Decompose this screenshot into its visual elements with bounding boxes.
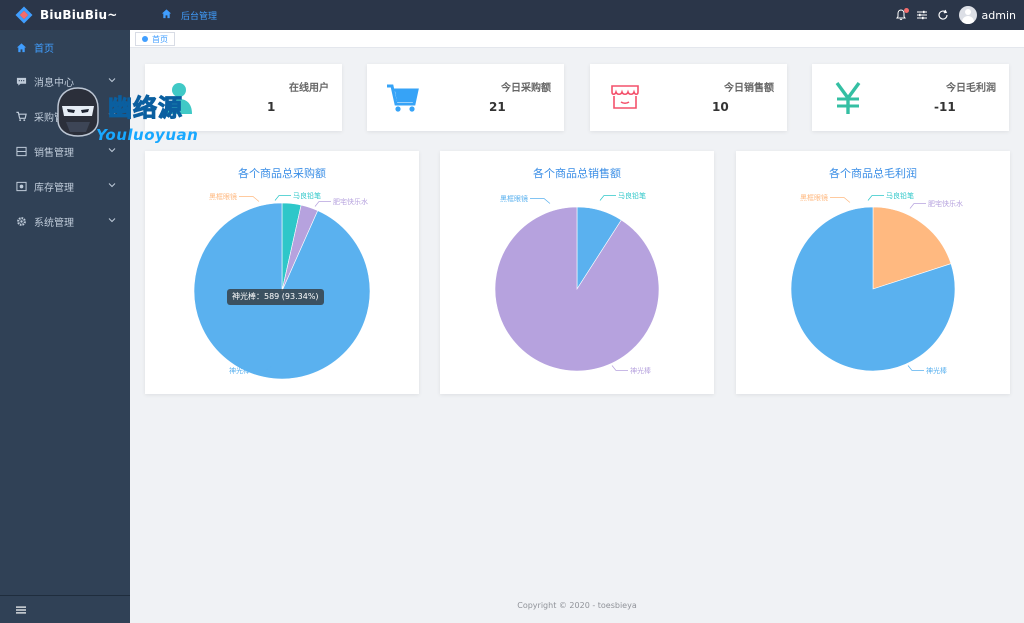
yen-icon	[830, 80, 866, 116]
pie-label: 黑框眼镜	[209, 192, 237, 201]
pie-label: 马良铅笔	[886, 191, 914, 200]
stat-card-profit[interactable]: 今日毛利润 -11	[812, 64, 1009, 131]
settings-sliders-icon[interactable]	[916, 9, 928, 21]
sidebar-item-label: 库存管理	[34, 183, 74, 194]
pie-leader-line	[239, 196, 260, 202]
watermark-text-en: Youluoyuan	[96, 126, 199, 144]
pie-leader-line	[867, 195, 884, 201]
chart-panel-sales: 各个商品总销售额 神光棒 黑框眼镜 马良铅笔	[440, 151, 714, 394]
bell-icon[interactable]	[895, 8, 909, 21]
pie-label: 神光棒	[630, 366, 651, 375]
tags-view: 首页	[130, 30, 1024, 48]
chevron-down-icon	[108, 76, 116, 84]
sidebar-item-message[interactable]: 消息中心	[0, 64, 130, 99]
cart-icon	[16, 111, 27, 122]
pie-leader-line	[314, 201, 331, 207]
chart-title: 各个商品总毛利润	[829, 167, 917, 180]
pie-label: 黑框眼镜	[500, 194, 528, 203]
tag-home[interactable]: 首页	[135, 32, 175, 46]
stat-label: 今日采购额	[501, 83, 551, 94]
watermark-logo: 幽络源 Youluoyuan	[52, 86, 222, 148]
chevron-down-icon	[108, 216, 116, 224]
pie-leader-line	[274, 195, 291, 201]
breadcrumb[interactable]: 后台管理	[152, 8, 217, 22]
chevron-down-icon	[108, 146, 116, 154]
pie-leader-line	[611, 365, 628, 371]
app-logo[interactable]: BiuBiuBiu~	[0, 0, 130, 30]
stat-card-purchase[interactable]: 今日采购额 21	[367, 64, 564, 131]
pie-slice-神光棒[interactable]	[494, 206, 660, 372]
shop-icon	[608, 80, 644, 116]
home-icon	[161, 8, 172, 22]
pie-slice-黑框眼镜[interactable]	[872, 206, 952, 290]
sidebar-item-label: 系统管理	[34, 218, 74, 229]
pie-label: 马良铅笔	[618, 191, 646, 200]
tag-label: 首页	[152, 34, 168, 44]
sidebar-item-storage[interactable]: 库存管理	[0, 169, 130, 204]
hamburger-icon	[16, 600, 26, 619]
sidebar-item-label: 采购管理	[34, 113, 74, 124]
stat-card-sales[interactable]: 今日销售额 10	[590, 64, 787, 131]
avatar[interactable]	[958, 6, 977, 24]
stat-value: 1	[267, 100, 276, 114]
chevron-down-icon	[108, 111, 116, 119]
home-icon	[16, 42, 27, 53]
sidebar-item-label: 首页	[34, 44, 54, 55]
pie-leader-line	[830, 197, 851, 203]
chart-tooltip: 神光棒：589 (93.34%)	[227, 289, 324, 305]
pie-label: 肥宅快乐水	[333, 197, 368, 206]
footer-copyright: Copyright © 2020 - toesbieya	[517, 601, 637, 610]
pie-leader-line	[252, 365, 273, 371]
top-navbar: 后台管理 admin	[130, 0, 1024, 30]
username[interactable]: admin	[981, 8, 1016, 22]
app-title: BiuBiuBiu~	[40, 8, 118, 22]
active-tag-dot	[142, 36, 148, 42]
breadcrumb-label: 后台管理	[181, 11, 218, 22]
stat-value: 21	[489, 100, 506, 114]
pie-label: 肥宅快乐水	[928, 199, 963, 208]
sale-icon	[16, 146, 27, 157]
pie-leader-line	[907, 365, 924, 371]
pie-leader-line	[599, 195, 616, 201]
chart-title: 各个商品总采购额	[238, 167, 326, 180]
watermark-text-cn: 幽络源	[108, 94, 183, 123]
user-icon	[163, 80, 199, 116]
pie-slice-神光棒[interactable]	[790, 206, 956, 372]
stat-value: -11	[934, 100, 956, 114]
sidebar-item-label: 销售管理	[34, 148, 74, 159]
chart-panel-purchase: 各个商品总采购额 神光棒 黑框眼镜 马良铅笔肥宅快乐水 神光棒：589 (93.34…	[145, 151, 419, 394]
pie-label: 神光棒	[926, 366, 947, 375]
sidebar-item-purchase[interactable]: 采购管理	[0, 99, 130, 134]
stat-value: 10	[712, 100, 729, 114]
collapse-sidebar-button[interactable]	[0, 595, 130, 623]
stat-label: 今日毛利润	[946, 83, 996, 94]
pie-label: 神光棒	[229, 366, 250, 375]
notification-dot	[903, 8, 909, 13]
sidebar-menu: 首页 消息中心 采购管理 销售管理 库存管理 系统管理	[0, 30, 130, 239]
logo-icon	[15, 6, 33, 24]
sidebar-item-system[interactable]: 系统管理	[0, 204, 130, 239]
chevron-down-icon	[108, 181, 116, 189]
sidebar-item-home[interactable]: 首页	[0, 31, 130, 64]
message-icon	[16, 76, 27, 87]
stat-card-online-users[interactable]: 在线用户 1	[145, 64, 342, 131]
refresh-icon[interactable]	[937, 9, 949, 21]
storage-icon	[16, 181, 27, 192]
cart-icon	[385, 80, 421, 116]
chart-title: 各个商品总销售额	[533, 167, 621, 180]
pie-chart-sales[interactable]: 神光棒 黑框眼镜 马良铅笔	[440, 151, 714, 394]
sidebar-item-sales[interactable]: 销售管理	[0, 134, 130, 169]
pie-label: 黑框眼镜	[800, 193, 828, 202]
stat-label: 今日销售额	[724, 83, 774, 94]
stat-label: 在线用户	[289, 83, 329, 94]
pie-leader-line	[909, 203, 926, 209]
gear-icon	[16, 216, 27, 227]
pie-leader-line	[530, 198, 551, 204]
chart-panel-profit: 各个商品总毛利润 神光棒 黑框眼镜 马良铅笔肥宅快乐水	[736, 151, 1010, 394]
sidebar-item-label: 消息中心	[34, 78, 74, 89]
watermark-mask-icon	[57, 87, 99, 137]
pie-label: 马良铅笔	[293, 191, 321, 200]
